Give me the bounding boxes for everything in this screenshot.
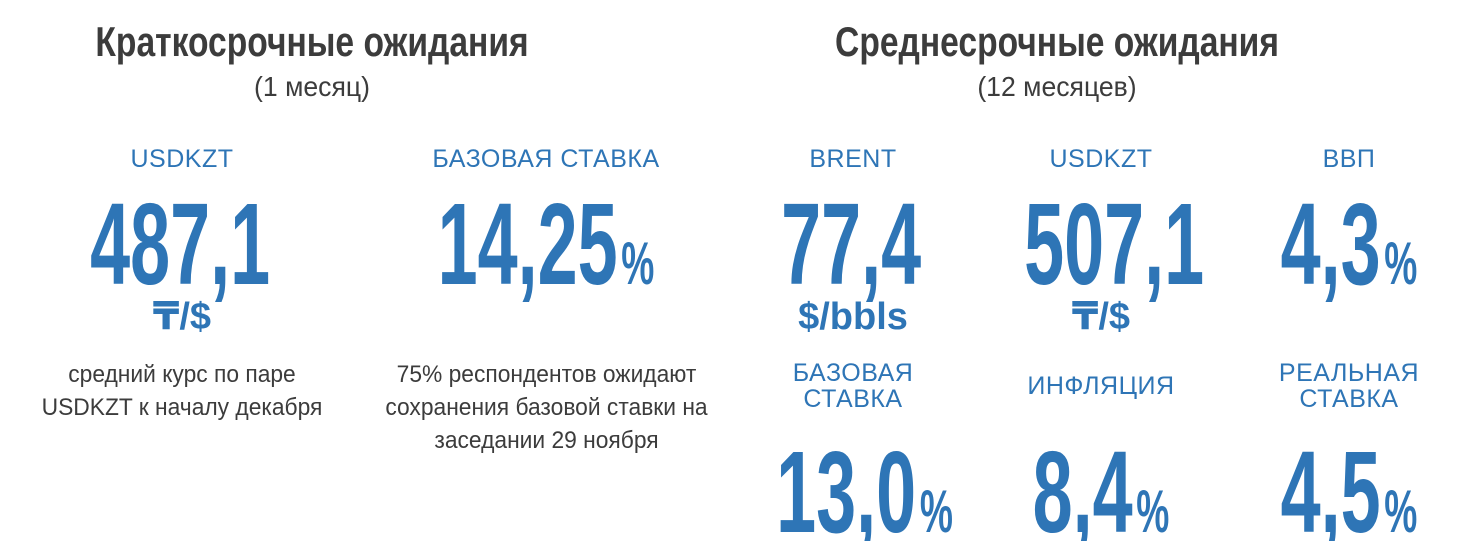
metric-value: 77,4 — [776, 180, 930, 302]
metric-usdkzt-12m: USDKZT 507,1 ₸/$ — [977, 138, 1225, 344]
metric-label: BRENT — [809, 144, 897, 173]
metric-real-rate: РЕАЛЬНАЯ СТАВКА 4,5% — [1225, 344, 1473, 541]
metric-value: 4,3% — [1272, 180, 1426, 302]
value-number: 4,3 — [1280, 179, 1381, 309]
percent-suffix: % — [1384, 478, 1418, 541]
metric-unit: ₸/$ — [1071, 296, 1131, 338]
value-number: 8,4 — [1032, 427, 1133, 541]
metric-unit: ₸/$ — [152, 296, 212, 338]
metric-unit: $/bbls — [798, 296, 908, 338]
mid-term-subtitle: (12 месяцев) — [977, 71, 1137, 102]
percent-suffix: % — [919, 478, 953, 541]
metric-value: 4,5% — [1272, 427, 1426, 541]
value-number: 14,25 — [437, 179, 618, 309]
mid-term-header: Среднесрочные ожидания (12 месяцев) — [729, 0, 1385, 138]
value-number: 507,1 — [1024, 179, 1205, 309]
value-number: 13,0 — [776, 427, 917, 541]
percent-suffix: % — [1384, 230, 1418, 297]
percent-suffix: % — [621, 230, 655, 297]
metric-value: 8,4% — [1024, 427, 1178, 541]
metric-description: 75% респондентов ожидают сохранения базо… — [384, 361, 708, 454]
metric-label: БАЗОВАЯ СТАВКА — [792, 359, 914, 413]
value-number: 487,1 — [90, 179, 271, 309]
section-short-term: Краткосрочные ожидания (1 месяц) USDKZT … — [0, 0, 729, 541]
value-number: 4,5 — [1280, 427, 1381, 541]
metric-description: средний курс по паре USDKZT к началу дек… — [41, 361, 323, 421]
metric-base-rate-12m: БАЗОВАЯ СТАВКА 13,0% — [729, 344, 977, 541]
metric-value: 13,0% — [776, 427, 953, 541]
metric-usdkzt-1m: USDKZT 487,1 ₸/$ средний курс по паре US… — [0, 138, 364, 457]
mid-term-metrics-bottom: БАЗОВАЯ СТАВКА 13,0% ИНФЛЯЦИЯ 8,4% РЕАЛЬ… — [729, 344, 1473, 541]
metric-inflation: ИНФЛЯЦИЯ 8,4% — [977, 344, 1225, 541]
short-term-subtitle: (1 месяц) — [254, 71, 370, 102]
percent-suffix: % — [1136, 478, 1170, 541]
value-number: 77,4 — [781, 179, 922, 309]
metric-value: 487,1 — [69, 180, 295, 302]
section-mid-term: Среднесрочные ожидания (12 месяцев) BREN… — [729, 0, 1473, 541]
short-term-header: Краткосрочные ожидания (1 месяц) — [0, 0, 624, 138]
metric-label: РЕАЛЬНАЯ СТАВКА — [1278, 359, 1420, 413]
metric-gdp: ВВП 4,3% — [1225, 138, 1473, 344]
metric-label: USDKZT — [1049, 144, 1153, 173]
metric-label: USDKZT — [130, 144, 234, 173]
short-term-metrics: USDKZT 487,1 ₸/$ средний курс по паре US… — [0, 138, 729, 457]
metric-base-rate-1m: БАЗОВАЯ СТАВКА 14,25% 75% респондентов о… — [364, 138, 728, 457]
metric-brent: BRENT 77,4 $/bbls — [729, 138, 977, 344]
short-term-title: Краткосрочные ожидания — [95, 18, 529, 65]
mid-term-metrics-top: BRENT 77,4 $/bbls USDKZT 507,1 ₸/$ ВВП 4… — [729, 138, 1473, 344]
metric-label: ВВП — [1322, 144, 1376, 173]
metric-value: 507,1 — [1024, 180, 1204, 302]
metric-label: БАЗОВАЯ СТАВКА — [432, 144, 660, 173]
mid-term-title: Среднесрочные ожидания — [835, 18, 1279, 65]
metric-value: 14,25% — [433, 180, 659, 302]
metric-label: ИНФЛЯЦИЯ — [1027, 372, 1175, 400]
